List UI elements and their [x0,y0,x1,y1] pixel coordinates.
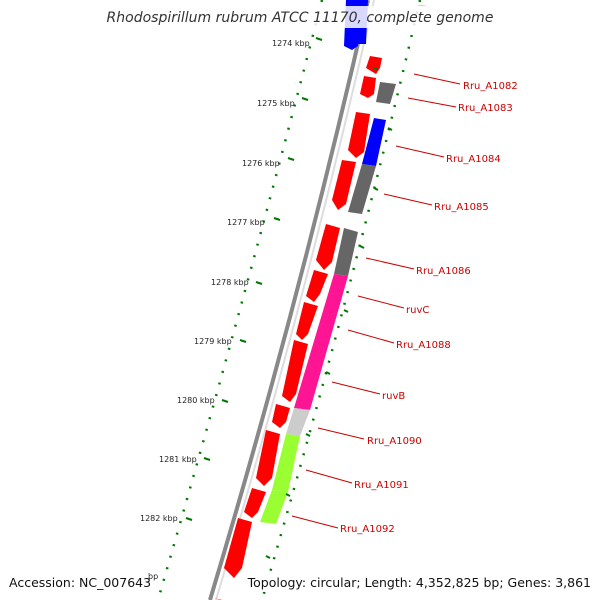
ruler-label: 1282 kbp [140,514,178,523]
ruler-label: 1276 kbp [242,159,280,168]
gene-feature-blue [362,118,386,166]
gene-label: ruvB [382,391,405,402]
gene-feature-red [244,488,266,518]
footer-backdrop-left [4,572,146,592]
gene-label: Rru_A1090 [367,436,422,447]
gene-feature-gray [348,164,376,214]
ruler-label: 1278 kbp [211,278,249,287]
gene-label: Rru_A1088 [396,340,451,351]
ruler-label: 1275 kbp [257,99,295,108]
gene-feature-red [332,160,356,210]
gene-feature-red [272,404,290,428]
gene-feature-magenta [294,274,348,410]
ruler-label: 1277 kbp [227,218,265,227]
outer-tick-ring [156,0,324,600]
gene-label: Rru_A1082 [463,81,518,92]
gene-label: Rru_A1083 [458,103,513,114]
gene-label: Rru_A1091 [354,480,409,491]
gene-label: ruvC [406,305,429,316]
footer-backdrop-right [258,572,596,592]
gene-label: Rru_A1092 [340,524,395,535]
forward-strand-genes [214,0,382,600]
ruler-label: 1281 kbp [159,455,197,464]
genome-backbone [208,0,370,600]
title-backdrop [100,6,500,28]
ruler-label-partial: bp [148,572,158,581]
gene-label: Rru_A1085 [434,202,489,213]
reverse-strand-genes [260,0,396,524]
inner-strand-ticks [265,67,393,559]
ruler-labels: 1274 kbp 1275 kbp 1276 kbp 1277 kbp 1278… [140,39,310,581]
ruler-marks [185,37,323,521]
topology-text: Topology: circular; Length: 4,352,825 bp… [247,575,591,590]
label-leader-lines [291,73,461,529]
gene-feature-lightgray [286,408,310,436]
gene-label: Rru_A1084 [446,154,501,165]
ruler-label: 1279 kbp [194,337,232,346]
gene-feature-gray [334,228,358,276]
gene-feature-red [224,518,252,578]
gene-labels: Rru_A1082 Rru_A1083 Rru_A1084 Rru_A1085 … [340,81,518,535]
map-title: Rhodospirillum rubrum ATCC 11170, comple… [107,10,494,26]
gene-feature-gray [376,82,396,104]
gene-feature-red [348,112,370,158]
gene-feature-red [256,430,280,486]
ruler-label: 1274 kbp [272,39,310,48]
accession-text: Accession: NC_007643 [9,575,151,590]
gene-feature-green [272,434,300,492]
gene-label: Rru_A1086 [416,266,471,277]
gene-feature-green [260,490,288,524]
gene-feature-red [316,224,340,270]
gene-feature-red [366,56,382,74]
ruler-label: 1280 kbp [177,396,215,405]
gene-feature-red [296,302,318,340]
gene-feature-red [360,76,376,98]
gene-feature-red [306,270,328,302]
genome-backbone-inner [215,0,375,600]
gene-feature-red [282,340,308,402]
